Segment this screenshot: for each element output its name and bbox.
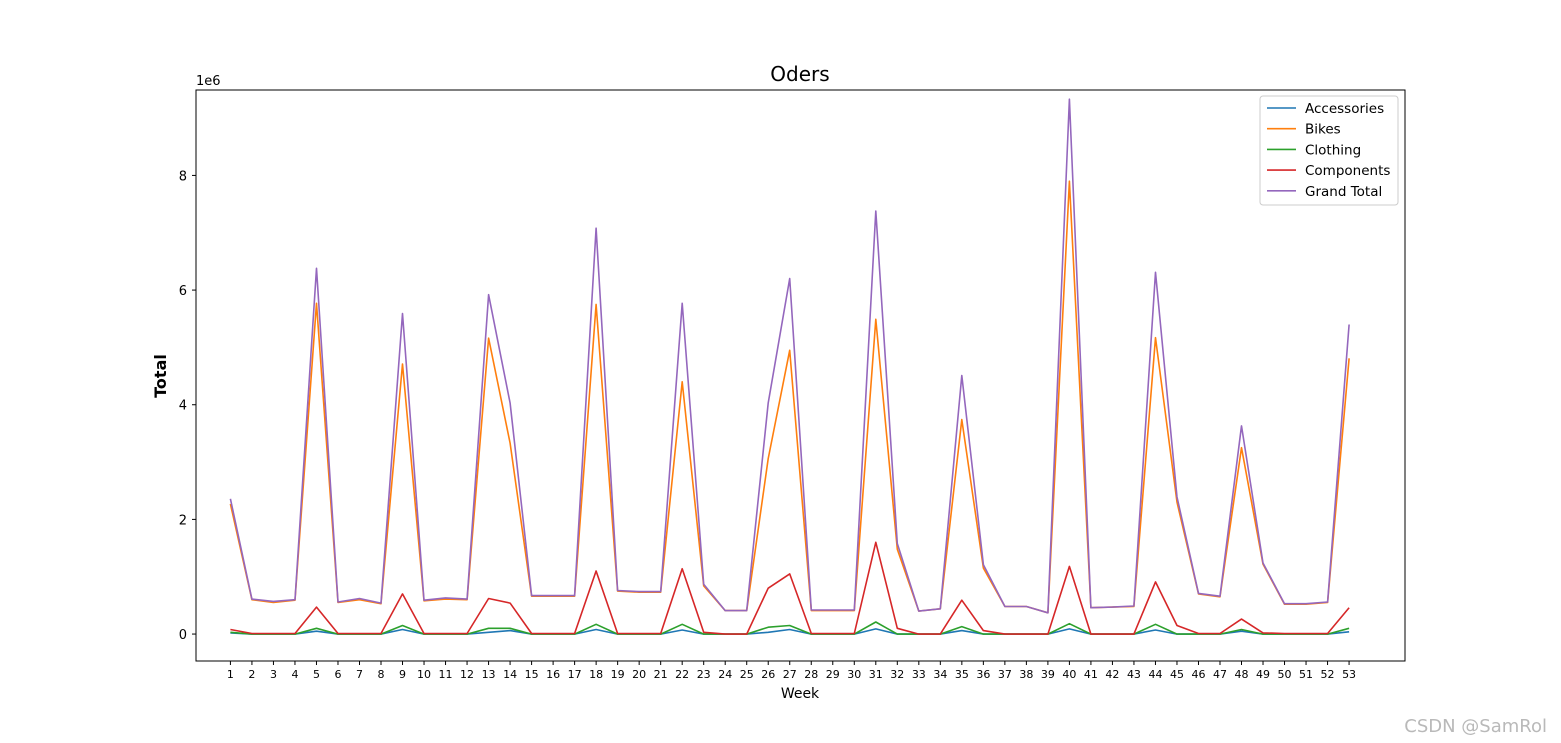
x-tick-label: 7 xyxy=(356,668,363,681)
legend-label: Accessories xyxy=(1305,101,1384,117)
x-tick-label: 27 xyxy=(783,668,797,681)
y-axis-label: Total xyxy=(151,354,170,398)
x-tick-label: 47 xyxy=(1213,668,1227,681)
x-tick-label: 40 xyxy=(1062,668,1076,681)
x-tick-label: 14 xyxy=(503,668,517,681)
x-tick-label: 28 xyxy=(804,668,818,681)
x-tick-label: 50 xyxy=(1278,668,1292,681)
x-tick-label: 9 xyxy=(399,668,406,681)
x-tick-label: 19 xyxy=(611,668,625,681)
x-tick-label: 48 xyxy=(1235,668,1249,681)
x-tick-label: 2 xyxy=(248,668,255,681)
chart-title: Oders xyxy=(770,62,829,86)
x-tick-label: 32 xyxy=(890,668,904,681)
x-tick-label: 4 xyxy=(291,668,298,681)
x-tick-label: 15 xyxy=(525,668,539,681)
y-tick-label: 4 xyxy=(179,399,187,414)
y-offset-label: 1e6 xyxy=(196,74,221,89)
x-tick-label: 43 xyxy=(1127,668,1141,681)
x-tick-label: 39 xyxy=(1041,668,1055,681)
x-tick-label: 51 xyxy=(1299,668,1313,681)
x-tick-label: 16 xyxy=(546,668,560,681)
x-tick-label: 10 xyxy=(417,668,431,681)
x-tick-label: 38 xyxy=(1019,668,1033,681)
series-line-bikes xyxy=(229,180,1350,614)
x-tick-label: 34 xyxy=(933,668,947,681)
x-tick-label: 3 xyxy=(270,668,277,681)
x-tick-label: 49 xyxy=(1256,668,1270,681)
x-tick-label: 31 xyxy=(869,668,883,681)
x-tick-label: 13 xyxy=(482,668,496,681)
x-tick-label: 17 xyxy=(568,668,582,681)
y-tick-label: 6 xyxy=(179,284,187,299)
x-tick-label: 24 xyxy=(718,668,732,681)
x-tick-label: 36 xyxy=(976,668,990,681)
x-tick-label: 22 xyxy=(675,668,689,681)
plot-frame xyxy=(195,89,1406,662)
x-tick-label: 52 xyxy=(1321,668,1335,681)
x-tick-label: 23 xyxy=(697,668,711,681)
x-tick-label: 18 xyxy=(589,668,603,681)
x-tick-label: 29 xyxy=(826,668,840,681)
legend-label: Grand Total xyxy=(1305,184,1382,200)
x-tick-label: 42 xyxy=(1105,668,1119,681)
x-tick-label: 35 xyxy=(955,668,969,681)
x-tick-label: 8 xyxy=(378,668,385,681)
x-tick-label: 37 xyxy=(998,668,1012,681)
y-tick-label: 0 xyxy=(179,628,187,643)
series-line-components xyxy=(230,541,1350,635)
x-tick-label: 41 xyxy=(1084,668,1098,681)
series-line-clothing xyxy=(230,621,1350,635)
x-tick-label: 25 xyxy=(740,668,754,681)
x-tick-label: 44 xyxy=(1148,668,1162,681)
y-tick-label: 2 xyxy=(179,513,187,528)
series-line-grand-total xyxy=(229,98,1350,614)
x-tick-label: 12 xyxy=(460,668,474,681)
x-tick-label: 33 xyxy=(912,668,926,681)
x-tick-label: 5 xyxy=(313,668,320,681)
legend: Accessories Bikes Clothing Components Grand … xyxy=(1259,95,1399,206)
x-tick-label: 21 xyxy=(654,668,668,681)
x-tick-label: 1 xyxy=(227,668,234,681)
x-tick-label: 53 xyxy=(1342,668,1356,681)
legend-box xyxy=(1259,95,1399,206)
x-tick-label: 11 xyxy=(439,668,453,681)
x-axis-label: Week xyxy=(781,686,820,702)
legend-label: Clothing xyxy=(1305,142,1361,158)
x-tick-label: 20 xyxy=(632,668,646,681)
x-tick-label: 30 xyxy=(847,668,861,681)
y-tick-label: 8 xyxy=(179,169,187,184)
series-line-accessories xyxy=(230,628,1350,635)
x-tick-label: 26 xyxy=(761,668,775,681)
legend-label: Components xyxy=(1305,163,1390,179)
legend-label: Bikes xyxy=(1305,122,1341,138)
x-tick-label: 45 xyxy=(1170,668,1184,681)
watermark: CSDN @SamRol xyxy=(1404,716,1547,737)
x-tick-label: 6 xyxy=(334,668,341,681)
x-tick-label: 46 xyxy=(1191,668,1205,681)
